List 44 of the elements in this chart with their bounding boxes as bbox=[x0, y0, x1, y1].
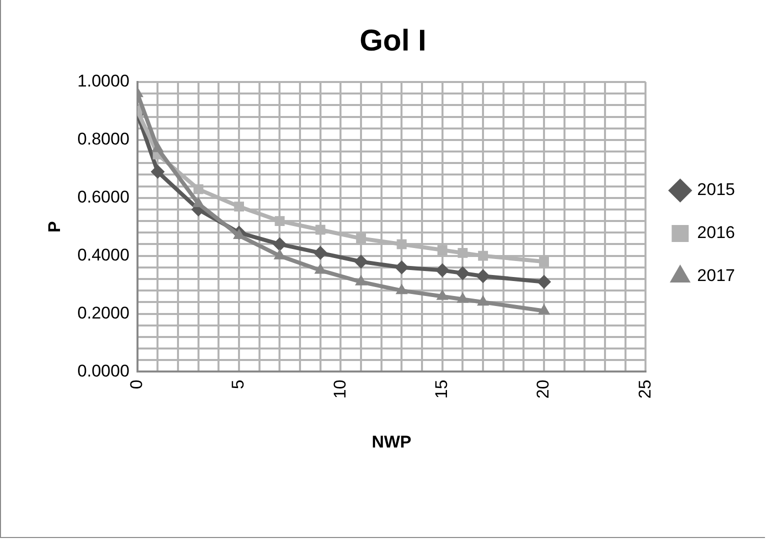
point bbox=[272, 237, 287, 252]
point bbox=[274, 216, 285, 226]
y-axis-title: P bbox=[44, 221, 64, 233]
point bbox=[456, 292, 469, 303]
y-tick-label: 0.2000 bbox=[77, 303, 130, 322]
point bbox=[234, 202, 244, 212]
point bbox=[354, 274, 368, 286]
point bbox=[356, 233, 366, 244]
y-tick-label: 0.6000 bbox=[77, 188, 130, 207]
legend-label: 2015 bbox=[697, 180, 736, 200]
point bbox=[478, 250, 488, 261]
legend-label: 2016 bbox=[697, 223, 736, 242]
point bbox=[396, 284, 408, 294]
x-tick-label: 25 bbox=[635, 380, 654, 399]
point bbox=[437, 245, 448, 255]
point bbox=[476, 269, 490, 284]
x-tick-label: 0 bbox=[127, 380, 146, 390]
x-tick-label: 5 bbox=[228, 380, 248, 390]
point bbox=[436, 289, 448, 300]
x-axis-title: NWP bbox=[372, 432, 412, 452]
point bbox=[396, 239, 407, 250]
y-tick-label: 0.8000 bbox=[77, 130, 130, 149]
point bbox=[537, 274, 552, 289]
point bbox=[314, 263, 326, 274]
point bbox=[313, 246, 328, 260]
point bbox=[193, 184, 204, 194]
point bbox=[394, 260, 409, 274]
point bbox=[315, 224, 326, 235]
point bbox=[458, 248, 468, 258]
point bbox=[456, 266, 470, 280]
point bbox=[150, 164, 165, 179]
point bbox=[538, 304, 550, 314]
point bbox=[539, 256, 549, 267]
point bbox=[476, 295, 490, 306]
point bbox=[435, 263, 450, 278]
y-tick-label: 0.4000 bbox=[77, 246, 130, 264]
x-tick-label: 10 bbox=[330, 380, 350, 399]
x-tick-label: 20 bbox=[534, 380, 553, 399]
x-tick-label: 15 bbox=[432, 380, 452, 399]
chart-title: Gol I bbox=[360, 24, 426, 58]
y-tick-label: 1.0000 bbox=[77, 72, 130, 91]
point bbox=[354, 254, 368, 269]
y-tick-label: 0.0000 bbox=[77, 361, 130, 380]
legend-label: 2017 bbox=[697, 266, 736, 286]
